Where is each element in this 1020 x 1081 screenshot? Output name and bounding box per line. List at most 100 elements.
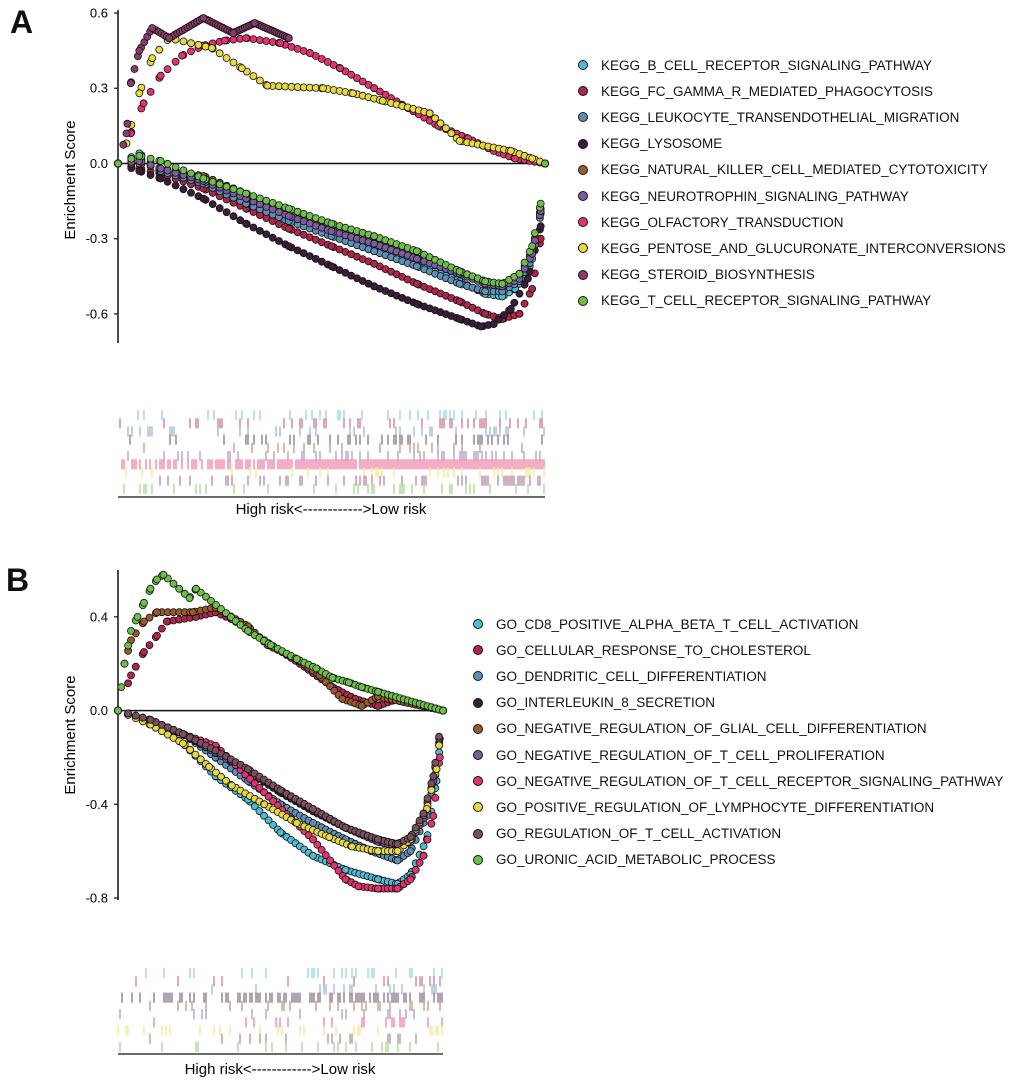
es-point <box>127 627 135 635</box>
legend-item: KEGG_LYSOSOME <box>578 131 1006 157</box>
es-point <box>249 35 258 43</box>
es-point <box>327 227 336 236</box>
es-point <box>126 79 135 88</box>
es-point <box>194 41 203 49</box>
es-point <box>370 259 379 268</box>
legend-label: GO_NEGATIVE_REGULATION_OF_GLIAL_CELL_DIF… <box>496 721 927 737</box>
legend-marker-icon <box>473 802 483 813</box>
es-point <box>481 287 490 296</box>
es-point <box>309 851 317 860</box>
es-point <box>114 159 122 168</box>
es-point <box>412 262 421 271</box>
es-point <box>326 856 335 865</box>
es-point <box>264 816 273 825</box>
legend-item: GO_NEGATIVE_REGULATION_OF_T_CELL_PROLIFE… <box>473 742 1003 768</box>
es-point <box>427 819 436 828</box>
es-point <box>244 765 252 774</box>
es-point <box>435 732 444 741</box>
legend-marker-icon <box>578 243 588 254</box>
es-point <box>255 194 264 203</box>
es-point <box>146 584 155 593</box>
es-point <box>133 613 142 621</box>
es-point <box>255 76 264 85</box>
y-tick-label: 0.4 <box>90 609 108 624</box>
es-point <box>412 247 421 256</box>
es-point <box>244 627 252 635</box>
legend-label: GO_REGULATION_OF_T_CELL_ACTIVATION <box>496 826 782 842</box>
es-point <box>489 320 498 328</box>
es-point <box>169 579 178 588</box>
es-point <box>171 181 180 190</box>
es-point <box>162 617 171 626</box>
legend-marker-icon <box>473 776 483 787</box>
es-point <box>222 208 231 217</box>
es-point <box>432 765 441 774</box>
es-point <box>140 648 148 656</box>
es-point <box>309 805 317 813</box>
es-point <box>187 188 195 197</box>
es-point <box>146 715 155 724</box>
legend-label: KEGG_B_CELL_RECEPTOR_SIGNALING_PATHWAY <box>601 57 932 73</box>
es-point <box>370 282 379 291</box>
es-point <box>275 237 283 245</box>
es-point <box>217 605 225 613</box>
es-point <box>500 311 508 319</box>
es-point <box>431 793 440 802</box>
legend-label: GO_CELLULAR_RESPONSE_TO_CHOLESTEROL <box>496 642 811 658</box>
es-point <box>419 842 428 851</box>
es-point <box>179 37 188 46</box>
legend-item: GO_NEGATIVE_REGULATION_OF_T_CELL_RECEPTO… <box>473 768 1003 794</box>
es-point <box>306 49 315 57</box>
legend-label: GO_NEGATIVE_REGULATION_OF_T_CELL_PROLIFE… <box>496 747 885 763</box>
legend-item: GO_REGULATION_OF_T_CELL_ACTIVATION <box>473 821 1003 847</box>
es-point <box>427 786 436 795</box>
es-point <box>415 816 424 825</box>
legend-marker-icon <box>578 191 588 202</box>
rug-row <box>137 410 543 421</box>
es-point <box>139 99 148 108</box>
es-point <box>249 72 258 80</box>
es-point <box>321 851 330 860</box>
es-point <box>455 315 464 323</box>
es-point <box>325 833 334 842</box>
es-point <box>374 701 382 710</box>
es-point <box>237 64 246 73</box>
es-point <box>530 229 539 238</box>
es-point <box>130 65 139 73</box>
es-point <box>205 762 213 771</box>
es-point <box>201 592 210 601</box>
es-point <box>494 315 503 324</box>
es-point <box>423 835 432 844</box>
es-point <box>179 166 188 175</box>
es-point <box>374 687 382 696</box>
es-point <box>229 212 238 221</box>
es-point <box>212 768 220 777</box>
series-go-regulation-of-t-cell-activation <box>114 706 447 849</box>
es-point <box>455 267 464 276</box>
legend-label: KEGG_STEROID_BIOSYNTHESIS <box>601 267 815 283</box>
legend-item: GO_CD8_POSITIVE_ALPHA_BETA_T_CELL_ACTIVA… <box>473 611 1003 637</box>
legend-item: KEGG_T_CELL_RECEPTOR_SIGNALING_PATHWAY <box>578 288 1006 314</box>
series-kegg-t-cell-receptor-signaling-pathway <box>114 151 549 288</box>
series-kegg-steroid-biosynthesis <box>114 14 293 168</box>
legend-label: KEGG_LYSOSOME <box>601 136 723 152</box>
es-point <box>429 772 438 781</box>
es-point <box>357 701 366 710</box>
y-tick-label: 0.0 <box>90 156 108 171</box>
es-point <box>123 119 132 128</box>
es-point <box>393 884 402 893</box>
legend-item: KEGG_NEUROTROPHIN_SIGNALING_PATHWAY <box>578 183 1006 209</box>
legend-item: GO_POSITIVE_REGULATION_OF_LYMPHOCYTE_DIF… <box>473 794 1003 820</box>
es-point <box>255 807 264 816</box>
es-point <box>146 171 155 179</box>
es-point <box>276 786 285 795</box>
es-point <box>338 694 347 703</box>
es-point <box>135 89 144 98</box>
es-point <box>157 624 166 633</box>
legend-marker-icon <box>473 697 483 708</box>
es-point <box>145 613 154 622</box>
es-point <box>211 746 220 755</box>
legend-item: GO_NEGATIVE_REGULATION_OF_GLIAL_CELL_DIF… <box>473 716 1003 742</box>
es-point <box>199 194 208 203</box>
es-point <box>127 671 135 680</box>
